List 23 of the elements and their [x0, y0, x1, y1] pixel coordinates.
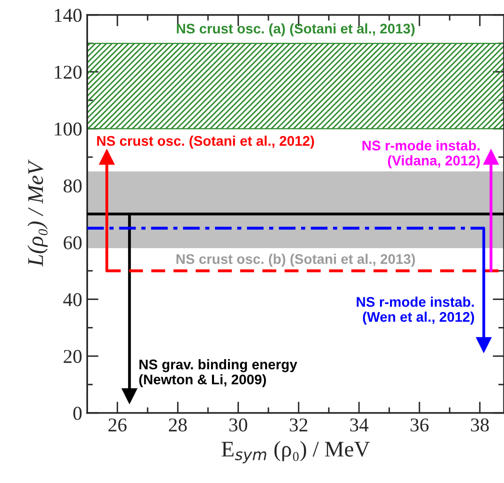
- y-tick-label: 140: [54, 8, 82, 22]
- x-axis-title: E$_{sym}$ (ρ₀) / MeV: [222, 441, 370, 464]
- y-tick-label: 20: [64, 350, 82, 364]
- x-tick-label: 30: [229, 418, 248, 432]
- x-tick-label: 34: [350, 418, 368, 432]
- y-tick-label: 0: [73, 406, 82, 420]
- band-label: NS crust osc. (b) (Sotani et al., 2013): [176, 254, 415, 267]
- x-tick-label: 36: [410, 418, 429, 432]
- band-label: NS crust osc. (a) (Sotani et al., 2013): [176, 23, 415, 36]
- x-tick-label: 32: [290, 418, 308, 432]
- y-tick-label: 100: [54, 122, 82, 136]
- x-tick-label: 38: [471, 418, 489, 432]
- y-tick-label: 120: [54, 66, 82, 79]
- y-tick-label: 40: [63, 293, 82, 306]
- y-axis-title: L(ρ₀) / MeV: [27, 159, 48, 267]
- y-tick-label: 80: [64, 179, 82, 192]
- x-tick-label: 26: [108, 418, 127, 432]
- x-tick-label: 28: [168, 418, 187, 432]
- series-label: NS r-mode instab. (Vidana, 2012): [362, 140, 480, 168]
- series-label: NS r-mode instab. (Wen et al., 2012): [356, 296, 474, 325]
- series-label: NS grav. binding energy (Newton & Li, 2009): [139, 359, 298, 388]
- y-tick-label: 60: [64, 236, 82, 250]
- series-label: NS crust osc. (Sotani et al., 2012): [97, 136, 314, 149]
